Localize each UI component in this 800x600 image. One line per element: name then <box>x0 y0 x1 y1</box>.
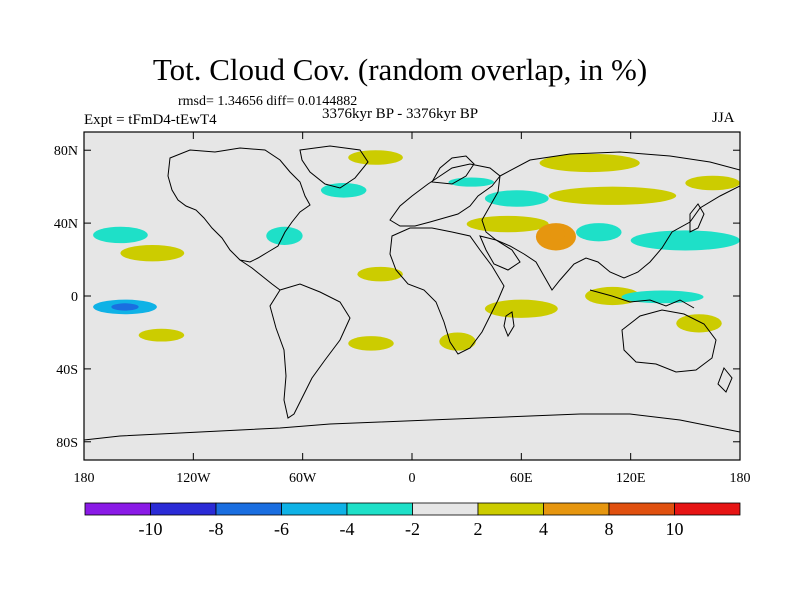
anomaly-arctic-siberia-positive <box>539 153 640 173</box>
anomaly-south-pacific-positive <box>138 328 185 342</box>
rmsd-diff-stats: rmsd= 1.34656 diff= 0.0144882 <box>178 94 358 109</box>
x-tick-label: 0 <box>409 471 416 486</box>
colorbar-label: 8 <box>605 519 614 539</box>
anomaly-north-pacific-negative <box>630 230 740 251</box>
anomaly-central-asia-negative <box>484 190 549 207</box>
coastline-madagascar <box>503 311 515 338</box>
coastline-europe <box>389 163 501 227</box>
coastline-japan <box>689 203 705 233</box>
coastline-indonesia <box>589 289 695 309</box>
anomaly-layer <box>93 150 740 351</box>
y-tick-label: 80S <box>56 436 78 451</box>
anomaly-maritime-negative <box>621 290 704 304</box>
colorbar-label: -10 <box>139 519 163 539</box>
anomaly-indian-ocean-positive <box>484 299 558 318</box>
anomaly-china-negative <box>576 223 622 242</box>
coastline-north-america <box>167 147 311 263</box>
y-tick-label: 80N <box>54 144 78 159</box>
map-title: Tot. Cloud Cov. (random overlap, in %) <box>152 52 648 87</box>
colorbar-label: -6 <box>274 519 289 539</box>
colorbar-swatch <box>281 502 348 516</box>
colorbar-label: 4 <box>539 519 548 539</box>
colorbar-label: -4 <box>340 519 355 539</box>
coastline-antarctica <box>84 413 740 441</box>
coastline-greenland <box>299 145 369 189</box>
anomaly-tibet-core <box>550 228 566 240</box>
anomaly-gulf-negative <box>266 226 303 245</box>
coastline-new-zealand <box>717 367 733 393</box>
period-subtitle: 3376kyr BP - 3376kyr BP <box>321 106 479 122</box>
colorbar-label: 2 <box>474 519 483 539</box>
colorbar-swatch <box>477 502 544 516</box>
anomaly-pacific-nw-positive <box>685 175 740 191</box>
season-label: JJA <box>712 110 735 126</box>
anomaly-south-atlantic-positive <box>348 336 394 351</box>
anomaly-central-pacific-core <box>111 303 139 311</box>
x-tick-label: 60W <box>289 471 317 486</box>
anomaly-north-atlantic-negative <box>320 183 367 198</box>
coastline-africa <box>389 227 505 355</box>
colorbar-label: 10 <box>666 519 684 539</box>
experiment-label: Expt = tFmD4-tEwT4 <box>84 112 217 128</box>
coastlines <box>84 145 740 441</box>
x-tick-label: 60E <box>510 471 533 486</box>
axis-ticks: 180 120W 60W 0 60E 120E 180 80N 40N 0 40S 80S <box>54 132 751 486</box>
coastline-australia <box>621 309 717 373</box>
anomaly-tropical-atlantic-positive <box>357 266 403 282</box>
anomaly-ne-pacific-negative <box>93 226 148 244</box>
coastline-arabia <box>479 235 521 271</box>
y-tick-label: 40S <box>56 363 78 378</box>
x-tick-label: 180 <box>730 471 751 486</box>
colorbar-swatch <box>346 502 413 516</box>
coastline-central-america <box>239 259 281 291</box>
colorbar-swatch <box>150 502 217 516</box>
colorbar-label: -2 <box>405 519 420 539</box>
colorbar-swatch <box>412 502 479 516</box>
colorbar-swatch <box>215 502 282 516</box>
anomaly-greenland-sea-positive <box>348 150 403 165</box>
x-tick-label: 120W <box>176 471 211 486</box>
colorbar: -10 -8 -6 -4 -2 2 4 8 10 <box>84 502 741 539</box>
y-tick-label: 0 <box>71 290 78 305</box>
colorbar-swatch <box>674 502 741 516</box>
anomaly-east-pacific-positive <box>120 244 185 262</box>
anomaly-east-asia-positive <box>548 186 677 205</box>
colorbar-swatch <box>608 502 675 516</box>
coastline-scandinavia <box>431 155 475 185</box>
coastline-south-america <box>269 283 351 419</box>
anomaly-coral-sea-positive <box>676 314 722 333</box>
x-tick-label: 120E <box>616 471 646 486</box>
colorbar-swatch <box>543 502 610 516</box>
colorbar-swatch <box>84 502 151 516</box>
x-tick-label: 180 <box>74 471 95 486</box>
anomaly-iran-positive <box>466 215 549 233</box>
colorbar-label: -8 <box>209 519 224 539</box>
y-tick-label: 40N <box>54 217 78 232</box>
